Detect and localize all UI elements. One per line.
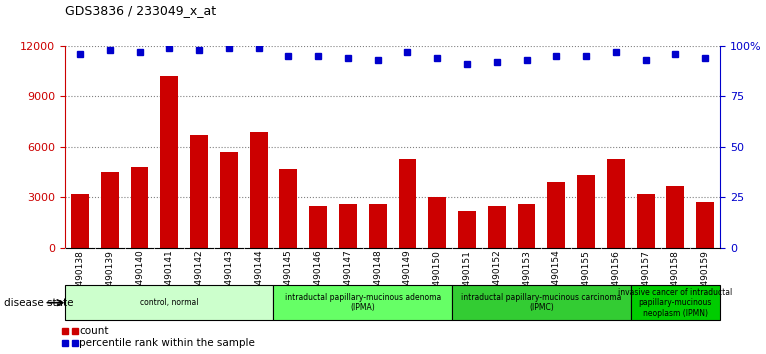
Text: GSM490139: GSM490139 — [105, 250, 114, 304]
Text: GSM490142: GSM490142 — [195, 250, 204, 304]
Text: GSM490155: GSM490155 — [581, 250, 591, 304]
FancyBboxPatch shape — [452, 285, 630, 320]
Text: GSM490159: GSM490159 — [701, 250, 709, 304]
Bar — [190, 135, 208, 248]
Text: disease state: disease state — [4, 298, 74, 308]
Text: GSM490138: GSM490138 — [76, 250, 84, 304]
Text: GSM490156: GSM490156 — [611, 250, 620, 304]
Bar — [368, 204, 387, 248]
FancyBboxPatch shape — [65, 285, 273, 320]
Text: GSM490148: GSM490148 — [373, 250, 382, 304]
Text: GSM490149: GSM490149 — [403, 250, 412, 304]
Bar — [458, 211, 476, 248]
Bar — [160, 76, 178, 248]
Text: GSM490143: GSM490143 — [224, 250, 234, 304]
Bar — [130, 167, 149, 248]
Bar — [250, 132, 267, 248]
FancyBboxPatch shape — [630, 285, 720, 320]
Text: GSM490151: GSM490151 — [463, 250, 472, 304]
Bar — [220, 152, 237, 248]
Text: control, normal: control, normal — [140, 298, 198, 307]
Text: GSM490150: GSM490150 — [433, 250, 442, 304]
Text: GSM490145: GSM490145 — [284, 250, 293, 304]
Text: GDS3836 / 233049_x_at: GDS3836 / 233049_x_at — [65, 4, 216, 17]
Bar — [309, 206, 327, 248]
Bar — [577, 176, 595, 248]
Text: GSM490157: GSM490157 — [641, 250, 650, 304]
Bar — [488, 206, 506, 248]
Bar — [428, 198, 446, 248]
Text: GSM490153: GSM490153 — [522, 250, 531, 304]
Bar — [518, 204, 535, 248]
Bar — [398, 159, 417, 248]
Bar — [637, 194, 654, 248]
Text: GSM490144: GSM490144 — [254, 250, 263, 304]
Text: GSM490152: GSM490152 — [493, 250, 501, 304]
Text: intraductal papillary-mucinous adenoma
(IPMA): intraductal papillary-mucinous adenoma (… — [285, 293, 441, 312]
Bar — [666, 185, 684, 248]
Text: intraductal papillary-mucinous carcinoma
(IPMC): intraductal papillary-mucinous carcinoma… — [461, 293, 622, 312]
Text: GSM490147: GSM490147 — [343, 250, 352, 304]
Bar — [607, 159, 625, 248]
Bar — [339, 204, 357, 248]
Bar — [280, 169, 297, 248]
Text: GSM490146: GSM490146 — [313, 250, 322, 304]
FancyBboxPatch shape — [273, 285, 452, 320]
Text: percentile rank within the sample: percentile rank within the sample — [79, 338, 255, 348]
Text: invasive cancer of intraductal
papillary-mucinous
neoplasm (IPMN): invasive cancer of intraductal papillary… — [618, 288, 732, 318]
Bar — [696, 202, 714, 248]
Text: GSM490141: GSM490141 — [165, 250, 174, 304]
Text: GSM490154: GSM490154 — [552, 250, 561, 304]
Bar — [101, 172, 119, 248]
Bar — [71, 194, 89, 248]
Text: GSM490140: GSM490140 — [135, 250, 144, 304]
Text: count: count — [79, 326, 109, 336]
Text: GSM490158: GSM490158 — [671, 250, 680, 304]
Bar — [548, 182, 565, 248]
